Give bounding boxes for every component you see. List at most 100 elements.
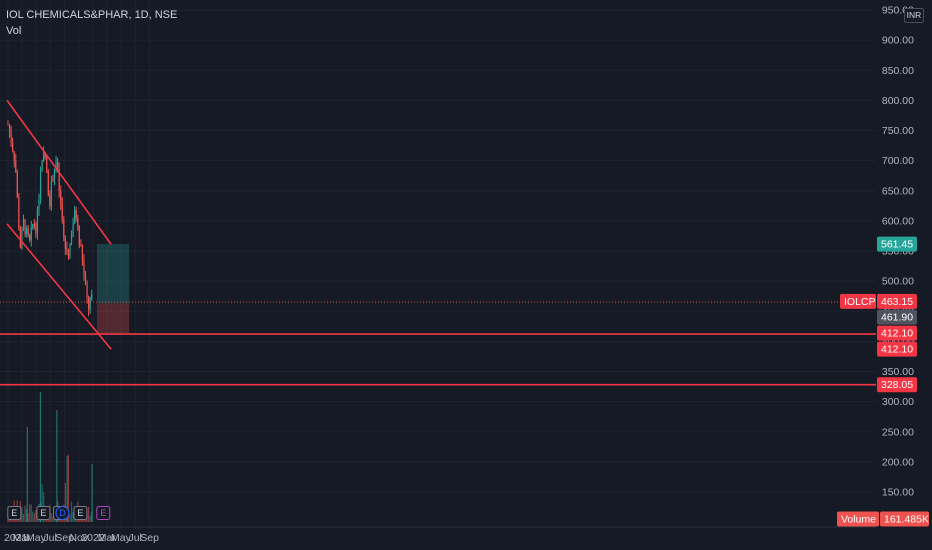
volume-value-tag: 161.485K <box>880 511 929 527</box>
price-tick-label: 300.00 <box>882 396 914 408</box>
price-tick-label: 150.00 <box>882 487 914 499</box>
price-tick-label: 500.00 <box>882 276 914 288</box>
last-price-tag: 461.90 <box>877 309 917 325</box>
candle-body <box>75 209 77 219</box>
svg-text:412.10: 412.10 <box>881 328 913 340</box>
candle-body <box>81 245 83 261</box>
candle-body <box>10 131 12 143</box>
svg-text:E: E <box>100 508 106 518</box>
candle-body <box>61 203 63 221</box>
time-tick-label: May <box>111 532 132 544</box>
volume-bar <box>56 410 58 522</box>
earnings-marker-icon: E <box>7 506 22 520</box>
volume-name-tag: Volume <box>837 511 879 527</box>
time-tick-label: Mar <box>98 532 117 544</box>
price-tags: 561.45 IOLCP 463.15 461.90 412.10 412.10 328.0… <box>837 236 929 527</box>
volume-bar <box>66 456 68 522</box>
event-markers[interactable]: EEEDEE <box>7 506 111 520</box>
volume-bar <box>26 509 28 522</box>
stop-loss-tag-2: 412.10 <box>877 341 917 357</box>
candle-body <box>7 124 9 126</box>
volume-bar <box>50 513 52 522</box>
volume-bar <box>35 510 37 522</box>
volume-bar <box>70 501 73 522</box>
candle-body <box>50 181 52 207</box>
price-tick-label: 650.00 <box>882 185 914 197</box>
svg-text:E: E <box>11 508 17 518</box>
candle-body <box>46 156 48 172</box>
time-tick-label: Mar <box>13 532 32 544</box>
volume-bar <box>27 513 29 522</box>
currency-badge[interactable]: INR <box>904 8 924 23</box>
volume-bar <box>67 454 70 522</box>
volume-bar <box>89 515 91 522</box>
target-price-tag: 561.45 <box>877 236 917 252</box>
candle-body <box>18 196 20 229</box>
drawings-layer[interactable] <box>0 99 876 386</box>
candle-body <box>60 191 62 204</box>
chart-title[interactable]: IOL CHEMICALS&PHAR, 1D, NSE <box>6 9 178 21</box>
price-tick-label: 850.00 <box>882 65 914 77</box>
volume-bar <box>32 511 34 522</box>
volume-bar <box>39 392 41 522</box>
price-tick-label: 250.00 <box>882 426 914 438</box>
stop-loss-tag: 412.10 <box>877 325 917 341</box>
price-tick-label: 600.00 <box>882 215 914 227</box>
svg-text:Volume: Volume <box>841 514 876 526</box>
candle-body <box>70 235 73 244</box>
earnings-marker-icon: E <box>36 506 51 520</box>
price-tick-label: 350.00 <box>882 366 914 378</box>
candle-body <box>36 209 39 234</box>
time-tick-label: May <box>26 532 47 544</box>
svg-text:E: E <box>40 508 46 518</box>
candle-body <box>84 273 87 285</box>
candle-body <box>88 296 90 310</box>
price-tick-label: 800.00 <box>882 95 914 107</box>
candle-body <box>32 223 34 228</box>
symbol-name-tag: IOLCP <box>840 293 876 309</box>
candle-body <box>53 168 56 182</box>
candle-body <box>27 228 29 235</box>
candle-body <box>74 209 76 224</box>
price-tick-label: 750.00 <box>882 125 914 137</box>
candle-body <box>67 250 70 257</box>
support-price-tag: 328.05 <box>877 377 917 393</box>
candle-body <box>8 124 11 132</box>
volume-bar <box>41 484 43 522</box>
candle-body <box>44 152 46 157</box>
volume-indicator-label[interactable]: Vol <box>6 25 22 37</box>
candlesticks <box>7 120 93 317</box>
grid-lines <box>0 0 876 527</box>
candle-body <box>72 223 74 236</box>
candle-body <box>91 294 93 299</box>
candle-body <box>47 171 49 196</box>
candle-body <box>77 218 79 227</box>
svg-text:328.05: 328.05 <box>881 379 913 391</box>
volume-bar <box>64 482 66 522</box>
candle-body <box>41 160 43 172</box>
volume-bar <box>69 514 71 522</box>
candle-body <box>69 243 71 257</box>
candle-body <box>24 219 26 235</box>
candle-body <box>78 226 80 246</box>
volume-bar <box>24 505 26 522</box>
price-tick-label: 700.00 <box>882 155 914 167</box>
svg-text:IOLCP: IOLCP <box>844 296 876 308</box>
candle-body <box>80 245 82 247</box>
candle-body <box>43 152 45 161</box>
earnings-marker-icon: E <box>73 506 88 520</box>
time-tick-label: Jul <box>43 532 56 544</box>
time-tick-label: Jul <box>128 532 141 544</box>
time-tick-label: Nov <box>69 532 88 544</box>
long-position-target-zone <box>96 244 130 304</box>
time-tick-label: 2021 <box>4 532 28 544</box>
candle-body <box>15 160 17 172</box>
volume-bar <box>22 513 25 522</box>
svg-text:412.10: 412.10 <box>881 344 913 356</box>
candle-body <box>16 171 18 197</box>
channel-lower-trendline <box>6 223 112 350</box>
svg-text:D: D <box>59 508 66 518</box>
volume-bar <box>26 427 28 522</box>
